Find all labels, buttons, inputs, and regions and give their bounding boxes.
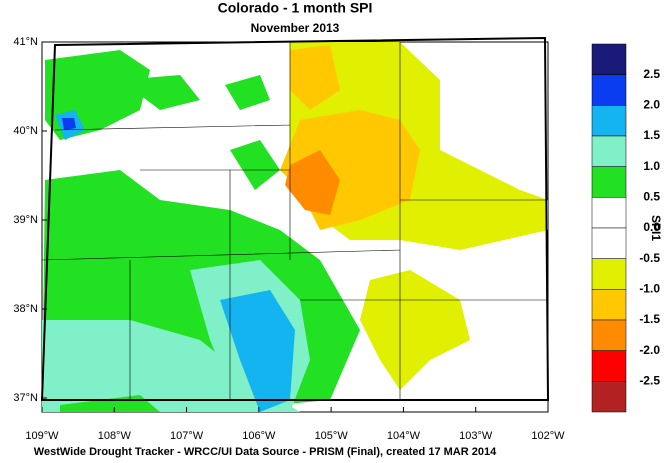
lon-label: 104°W bbox=[387, 430, 421, 442]
legend-label: 0.5 bbox=[643, 190, 660, 204]
lon-label: 105°W bbox=[315, 430, 349, 442]
lat-label: 37°N bbox=[13, 392, 38, 404]
lon-label: 107°W bbox=[170, 430, 204, 442]
legend-title: SPI1 bbox=[649, 215, 663, 241]
title: Colorado - 1 month SPI bbox=[218, 0, 373, 16]
lat-label: 39°N bbox=[13, 214, 38, 226]
footer: WestWide Drought Tracker - WRCC/UI Data … bbox=[34, 446, 497, 458]
legend-swatch bbox=[591, 381, 627, 413]
legend-label: -2.5 bbox=[639, 374, 660, 388]
legend-label: 1.5 bbox=[643, 128, 660, 142]
lon-label: 109°W bbox=[25, 430, 59, 442]
lat-label: 41°N bbox=[13, 36, 38, 48]
legend-label: 2.0 bbox=[643, 98, 660, 112]
legend-swatch bbox=[591, 289, 627, 321]
legend-swatch bbox=[591, 43, 627, 75]
lon-label: 102°W bbox=[531, 430, 565, 442]
legend-label: -2.0 bbox=[639, 343, 660, 357]
legend-swatch bbox=[591, 105, 627, 137]
legend-label: -1.0 bbox=[639, 282, 660, 296]
legend-swatch bbox=[591, 319, 627, 351]
lon-label: 108°W bbox=[98, 430, 132, 442]
legend-label: -0.5 bbox=[639, 251, 660, 265]
legend-swatch bbox=[591, 135, 627, 167]
subtitle: November 2013 bbox=[251, 21, 340, 35]
legend-label: 2.5 bbox=[643, 67, 660, 81]
legend-label: 1.0 bbox=[643, 159, 660, 173]
lat-label: 40°N bbox=[13, 125, 38, 137]
lat-label: 38°N bbox=[13, 303, 38, 315]
legend-swatch bbox=[591, 227, 627, 259]
legend-swatch bbox=[591, 197, 627, 229]
lon-label: 106°W bbox=[242, 430, 276, 442]
legend-swatch bbox=[591, 166, 627, 198]
legend-swatch bbox=[591, 258, 627, 290]
legend-label: -1.5 bbox=[639, 312, 660, 326]
legend-swatch bbox=[591, 74, 627, 106]
lon-label: 103°W bbox=[459, 430, 493, 442]
map bbox=[40, 36, 550, 413]
legend-swatch bbox=[591, 350, 627, 382]
legend-label: 0.0 bbox=[643, 220, 660, 234]
